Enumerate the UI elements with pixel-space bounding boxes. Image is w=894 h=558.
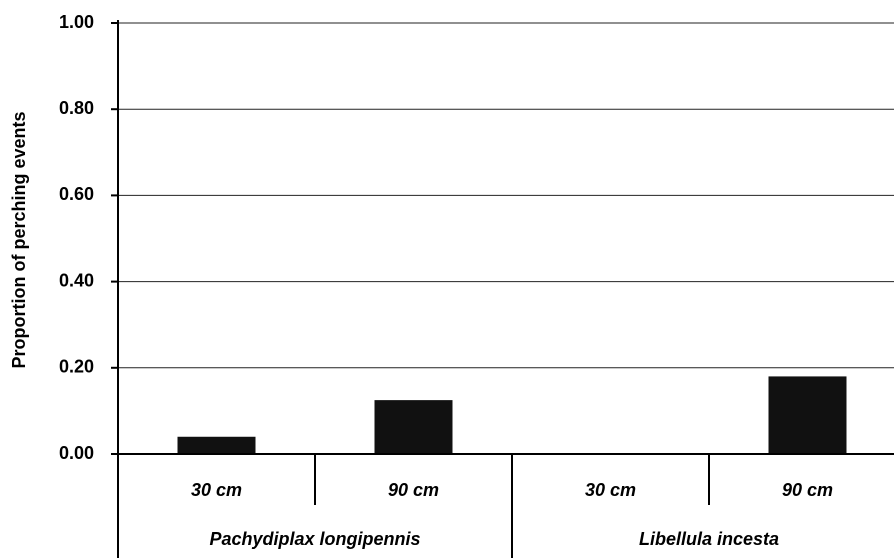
y-tick-box [42, 353, 96, 382]
x-tick-label: 30 cm [191, 480, 242, 500]
group-label: Libellula incesta [639, 529, 779, 549]
y-tick-label: 0.40 [59, 270, 94, 290]
y-tick-box [42, 181, 96, 210]
y-tick-label: 1.00 [59, 12, 94, 32]
y-tick-label: 0.00 [59, 443, 94, 463]
x-tick-label: 30 cm [585, 480, 636, 500]
bar [177, 436, 256, 454]
bar [374, 400, 453, 454]
y-tick-box [42, 267, 96, 296]
x-tick-label: 90 cm [388, 480, 439, 500]
group-label: Pachydiplax longipennis [209, 529, 420, 549]
y-tick-label: 0.80 [59, 98, 94, 118]
y-tick-box [42, 440, 96, 468]
y-tick-label: 0.20 [59, 357, 94, 377]
y-axis-label: Proportion of perching events [9, 111, 29, 368]
y-tick-box [42, 9, 96, 37]
y-tick-box [42, 95, 96, 124]
bar [768, 376, 847, 454]
x-tick-label: 90 cm [782, 480, 833, 500]
y-tick-label: 0.60 [59, 184, 94, 204]
